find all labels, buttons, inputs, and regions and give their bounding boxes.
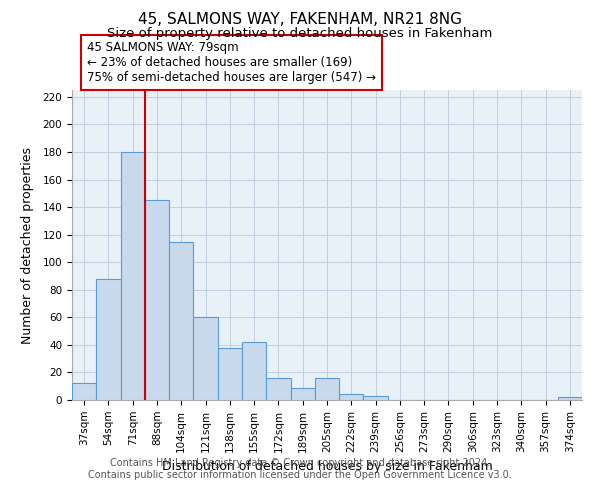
Bar bbox=[121, 152, 145, 400]
Bar bbox=[339, 394, 364, 400]
Bar bbox=[72, 384, 96, 400]
Bar bbox=[266, 378, 290, 400]
Bar bbox=[218, 348, 242, 400]
Text: Size of property relative to detached houses in Fakenham: Size of property relative to detached ho… bbox=[107, 28, 493, 40]
Bar bbox=[364, 396, 388, 400]
Text: 45 SALMONS WAY: 79sqm
← 23% of detached houses are smaller (169)
75% of semi-det: 45 SALMONS WAY: 79sqm ← 23% of detached … bbox=[88, 41, 376, 84]
Bar bbox=[315, 378, 339, 400]
Bar bbox=[242, 342, 266, 400]
Y-axis label: Number of detached properties: Number of detached properties bbox=[21, 146, 34, 344]
Text: Contains public sector information licensed under the Open Government Licence v3: Contains public sector information licen… bbox=[88, 470, 512, 480]
Text: 45, SALMONS WAY, FAKENHAM, NR21 8NG: 45, SALMONS WAY, FAKENHAM, NR21 8NG bbox=[138, 12, 462, 28]
Bar bbox=[145, 200, 169, 400]
Bar bbox=[290, 388, 315, 400]
Bar bbox=[193, 318, 218, 400]
Bar bbox=[169, 242, 193, 400]
Bar bbox=[558, 397, 582, 400]
Bar bbox=[96, 279, 121, 400]
Text: Contains HM Land Registry data © Crown copyright and database right 2024.: Contains HM Land Registry data © Crown c… bbox=[110, 458, 490, 468]
X-axis label: Distribution of detached houses by size in Fakenham: Distribution of detached houses by size … bbox=[161, 460, 493, 473]
